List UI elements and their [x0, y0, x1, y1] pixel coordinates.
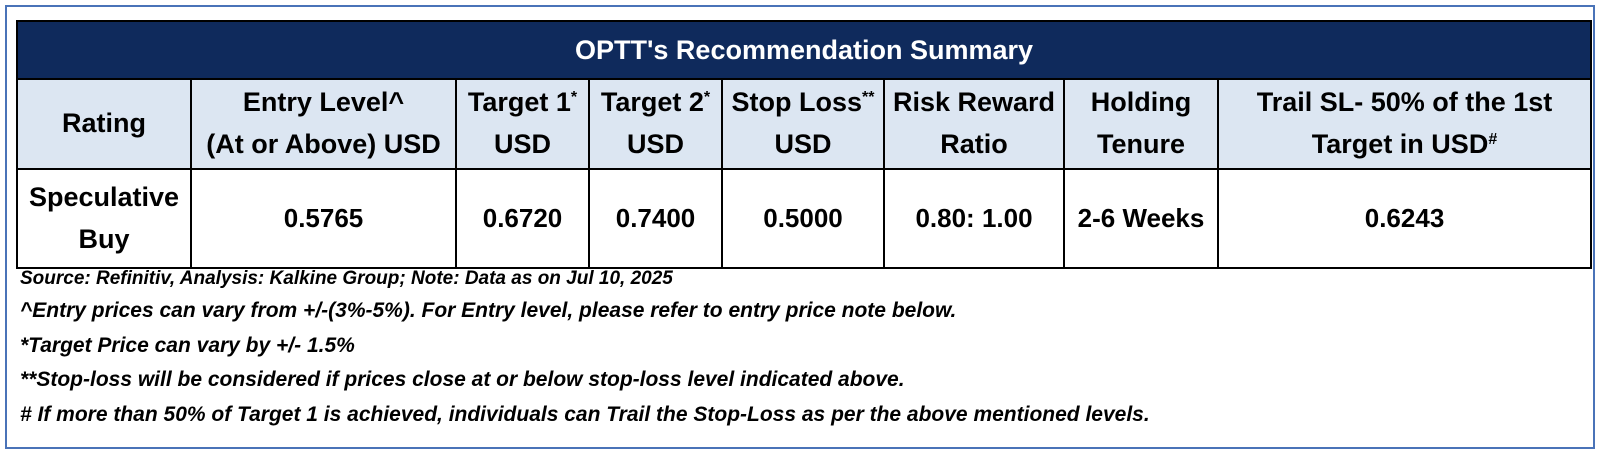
header-target-1: Target 1* USD — [455, 78, 590, 170]
footnotes: Source: Refinitiv, Analysis: Kalkine Gro… — [20, 264, 1580, 432]
header-trail-sl-line1: Trail SL- 50% of the 1st — [1256, 87, 1553, 118]
stop-loss-note: **Stop-loss will be considered if prices… — [20, 368, 905, 391]
header-target-1-mark: * — [570, 89, 578, 107]
header-rating-label: Rating — [62, 108, 146, 139]
entry-price-note: ^Entry prices can vary from +/-(3%-5%). … — [20, 299, 957, 322]
risk-reward-value: 0.80: 1.00 — [883, 168, 1065, 269]
target-1-value: 0.6720 — [455, 168, 590, 269]
header-trail-sl-mark: # — [1488, 131, 1498, 149]
header-stop-loss-mark: ** — [862, 89, 875, 107]
value-row: Speculative Buy 0.5765 0.6720 0.7400 0.5… — [16, 168, 1593, 269]
header-row: Rating Entry Level^ (At or Above) USD Ta… — [16, 78, 1593, 170]
header-holding-tenure: Holding Tenure — [1063, 78, 1219, 170]
header-target-1-line1: Target 1 — [467, 87, 571, 118]
header-risk-reward-line2: Ratio — [940, 129, 1008, 159]
header-trail-sl: Trail SL- 50% of the 1st Target in USD# — [1216, 78, 1593, 170]
header-risk-reward: Risk Reward Ratio — [883, 78, 1065, 170]
header-stop-loss-line1: Stop Loss — [731, 87, 863, 118]
target-price-note: *Target Price can vary by +/- 1.5% — [20, 333, 355, 357]
entry-level-value: 0.5765 — [190, 168, 457, 269]
stop-loss-value: 0.5000 — [721, 168, 885, 269]
header-entry-level-line1: Entry Level^ — [242, 87, 405, 118]
target-2-value: 0.7400 — [588, 168, 723, 269]
header-target-2: Target 2* USD — [588, 78, 723, 170]
header-stop-loss: Stop Loss** USD — [721, 78, 885, 170]
table-title: OPTT's Recommendation Summary — [15, 20, 1593, 80]
rating-value-line2: Buy — [78, 223, 130, 254]
header-trail-sl-line2: Target in USD — [1311, 129, 1489, 159]
rating-value: Speculative Buy — [16, 168, 192, 269]
header-holding-tenure-line1: Holding — [1090, 87, 1192, 118]
holding-tenure-value: 2-6 Weeks — [1063, 168, 1219, 269]
header-entry-level: Entry Level^ (At or Above) USD — [190, 78, 457, 170]
header-holding-tenure-line2: Tenure — [1096, 129, 1185, 159]
source-note: Source: Refinitiv, Analysis: Kalkine Gro… — [20, 268, 673, 289]
trail-stop-loss-note: # If more than 50% of Target 1 is achiev… — [20, 402, 1150, 426]
header-stop-loss-line2: USD — [774, 129, 832, 159]
header-entry-level-line2: (At or Above) USD — [206, 129, 441, 159]
header-risk-reward-line1: Risk Reward — [892, 87, 1056, 118]
header-target-2-mark: * — [703, 89, 711, 107]
header-target-1-line2: USD — [493, 129, 551, 159]
trail-sl-value: 0.6243 — [1216, 168, 1593, 269]
rating-value-line1: Speculative — [28, 181, 180, 212]
header-rating: Rating — [16, 78, 192, 170]
header-target-2-line2: USD — [626, 129, 684, 159]
recommendation-summary-table: OPTT's Recommendation Summary Rating Ent… — [15, 20, 1593, 269]
header-target-2-line1: Target 2 — [600, 87, 704, 118]
